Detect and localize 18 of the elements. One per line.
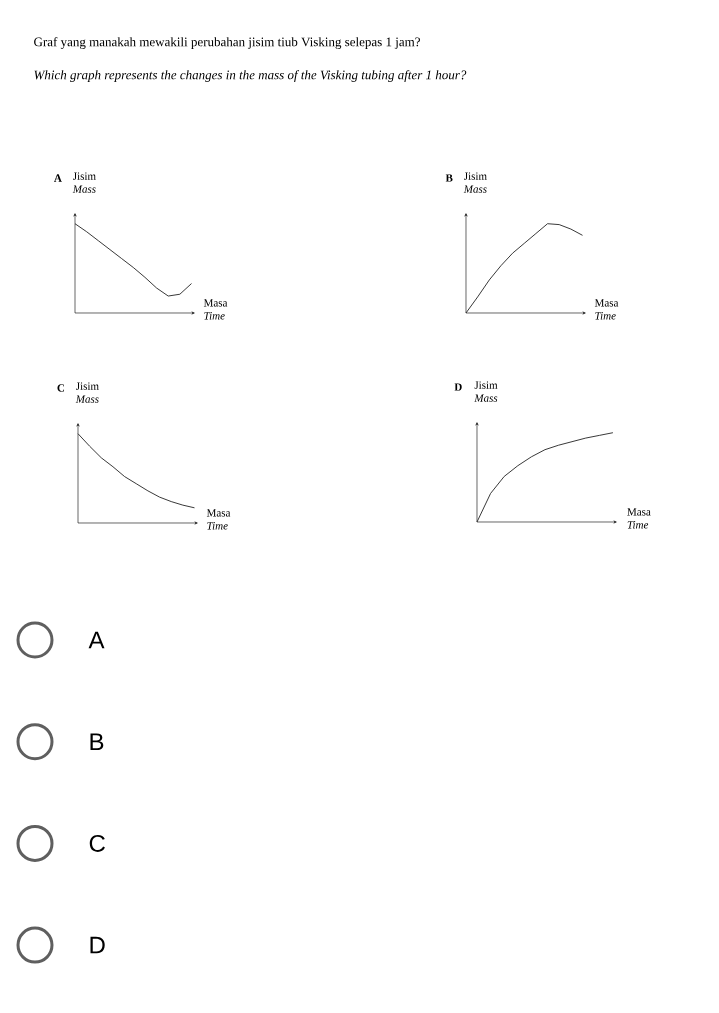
chart-title: B <box>445 174 453 182</box>
y-axis-title: Jisim Mass <box>72 172 96 193</box>
x-axis-title: Masa Time <box>627 508 651 529</box>
x-axis-title: Masa Time <box>206 509 231 530</box>
y-axis-title: Jisim Mass <box>75 382 99 403</box>
text: D <box>90 936 105 954</box>
chart-title: A <box>54 174 62 182</box>
text: B <box>90 733 104 750</box>
chart-title: C <box>57 384 65 392</box>
y-axis-title: Jisim Mass <box>463 172 487 193</box>
y-axis-title: Jisim Mass <box>474 381 498 402</box>
x-axis-title: Masa Time <box>594 299 619 320</box>
text: Which graph represents the changes in the mass of the Visking tubing after 1 hour? <box>34 70 467 82</box>
text: A <box>88 631 105 649</box>
chart-title: D <box>454 383 462 391</box>
text: C <box>89 834 105 852</box>
text: Graf yang manakah mewakili perubahan jisim tiub Visking selepas 1 jam? <box>34 37 420 49</box>
x-axis-title: Masa Time <box>203 299 228 320</box>
